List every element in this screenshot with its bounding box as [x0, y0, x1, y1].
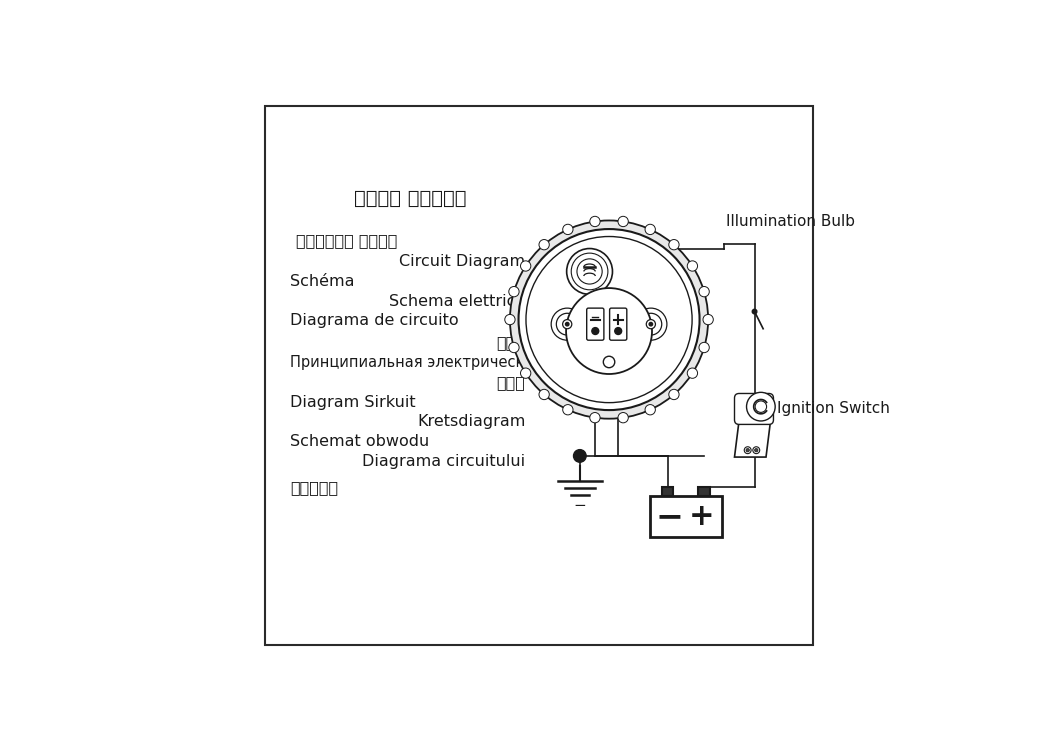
Circle shape [521, 368, 531, 378]
Circle shape [746, 449, 749, 452]
Circle shape [521, 261, 531, 271]
Circle shape [563, 405, 573, 415]
Circle shape [526, 237, 692, 403]
Text: 回路図: 回路図 [497, 335, 525, 350]
Text: सरकट चित्र: सरकट चित्र [355, 189, 466, 208]
Circle shape [509, 286, 519, 297]
Circle shape [646, 320, 655, 329]
Text: Illumination Bulb: Illumination Bulb [727, 214, 855, 228]
Bar [662, 487, 673, 496]
Circle shape [699, 286, 709, 297]
Text: 電路原理圖: 電路原理圖 [290, 480, 338, 495]
Text: Ignition Switch: Ignition Switch [777, 401, 890, 416]
Text: Принципиальная электрическая схема: Принципиальная электрическая схема [290, 355, 592, 370]
Circle shape [634, 308, 667, 340]
Text: −: − [573, 498, 586, 513]
Circle shape [539, 389, 549, 400]
Text: Circuit Diagram: Circuit Diagram [400, 254, 525, 269]
Text: Kretsdiagram: Kretsdiagram [417, 414, 525, 429]
Circle shape [519, 229, 700, 410]
Circle shape [539, 240, 549, 250]
Circle shape [603, 356, 614, 368]
Text: 회로도: 회로도 [497, 375, 525, 390]
Circle shape [645, 224, 655, 234]
Circle shape [618, 217, 628, 227]
Circle shape [649, 322, 652, 326]
Polygon shape [734, 411, 772, 457]
FancyBboxPatch shape [734, 394, 773, 424]
Circle shape [563, 320, 572, 329]
Circle shape [752, 310, 756, 314]
Circle shape [566, 288, 652, 374]
Circle shape [614, 327, 622, 335]
Circle shape [573, 449, 586, 462]
Circle shape [755, 401, 767, 412]
Circle shape [669, 240, 680, 250]
Circle shape [687, 368, 697, 378]
Circle shape [645, 405, 655, 415]
Text: Schéma: Schéma [290, 274, 355, 289]
Circle shape [744, 446, 751, 454]
Text: +: + [689, 502, 714, 531]
Bar [650, 496, 722, 537]
FancyBboxPatch shape [587, 308, 604, 340]
Circle shape [640, 313, 662, 335]
Circle shape [576, 259, 602, 284]
Circle shape [590, 412, 600, 423]
Text: Diagrama de circuito: Diagrama de circuito [290, 312, 459, 327]
Circle shape [590, 217, 600, 227]
Circle shape [754, 449, 758, 452]
Circle shape [510, 220, 708, 419]
Circle shape [563, 224, 573, 234]
Circle shape [703, 315, 713, 324]
Circle shape [509, 342, 519, 353]
Circle shape [567, 248, 612, 295]
Circle shape [551, 308, 583, 340]
Circle shape [747, 392, 775, 421]
Circle shape [669, 389, 680, 400]
Text: Diagram Sirkuit: Diagram Sirkuit [290, 395, 416, 410]
Text: Schema elettrico: Schema elettrico [389, 294, 525, 309]
Circle shape [618, 412, 628, 423]
Text: −: − [656, 500, 684, 533]
Circle shape [753, 446, 760, 454]
Circle shape [557, 313, 579, 335]
Circle shape [699, 342, 709, 353]
Text: Schemat obwodu: Schemat obwodu [290, 434, 429, 449]
Circle shape [505, 315, 515, 324]
Bar [699, 487, 710, 496]
Circle shape [571, 253, 608, 289]
Circle shape [566, 322, 569, 326]
Circle shape [592, 327, 599, 335]
Circle shape [687, 261, 697, 271]
FancyBboxPatch shape [609, 308, 627, 340]
Text: सर्किट आरेख: सर्किट आरेख [296, 234, 397, 248]
Text: Diagrama circuitului: Diagrama circuitului [362, 454, 525, 469]
